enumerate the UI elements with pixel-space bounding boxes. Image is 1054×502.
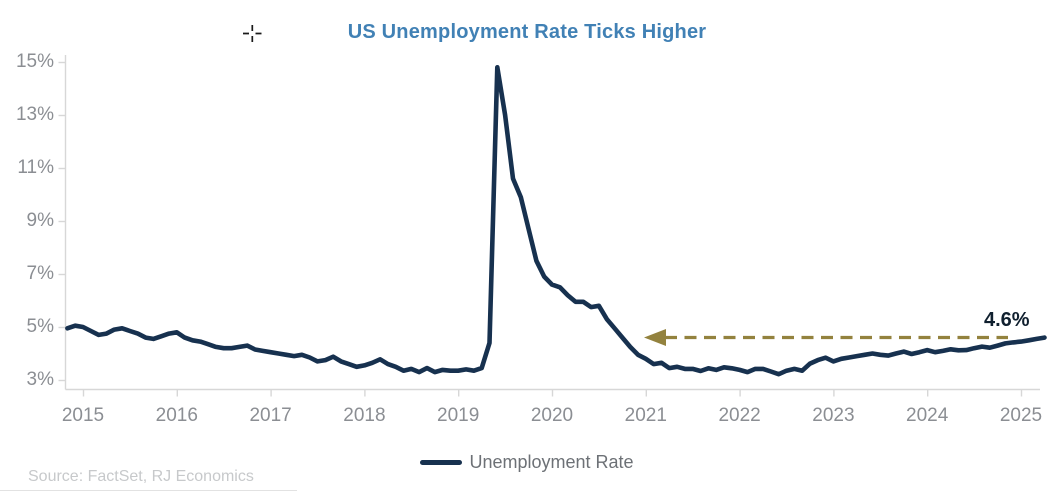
x-axis-label: 2022 [718, 405, 761, 426]
legend-label: Unemployment Rate [469, 452, 634, 472]
x-axis-label: 2017 [249, 405, 292, 426]
y-axis-label: 13% [15, 104, 54, 125]
footer-divider [0, 490, 297, 491]
x-axis-label: 2024 [906, 405, 949, 426]
unemployment-rate-line [65, 65, 1047, 377]
chart-title: US Unemployment Rate Ticks Higher [347, 21, 707, 43]
x-axis-label: 2019 [437, 405, 480, 426]
y-axis-label: 7% [26, 263, 54, 284]
x-axis-label: 2025 [999, 405, 1043, 426]
legend: Unemployment Rate [0, 452, 1054, 473]
x-axis-label: 2015 [61, 405, 105, 426]
x-axis-label: 2018 [343, 405, 386, 426]
x-axis-label: 2020 [530, 405, 574, 426]
y-axis-label: 5% [26, 316, 54, 337]
annotation-arrowhead [644, 329, 666, 346]
x-axis-label: 2016 [155, 405, 198, 426]
y-axis-label: 9% [26, 210, 54, 231]
x-axis-label: 2023 [812, 405, 855, 426]
y-axis-label: 3% [26, 369, 54, 390]
x-axis-label: 2021 [624, 405, 667, 426]
source-text: Source: FactSet, RJ Economics [28, 468, 254, 485]
y-axis-label: 15% [15, 51, 54, 72]
axis-ticks [58, 61, 1023, 397]
annotation-label: 4.6% [984, 309, 1030, 331]
y-axis-label: 11% [17, 157, 54, 178]
crosshair-cursor-icon [243, 25, 262, 42]
legend-line-sample [420, 460, 463, 465]
